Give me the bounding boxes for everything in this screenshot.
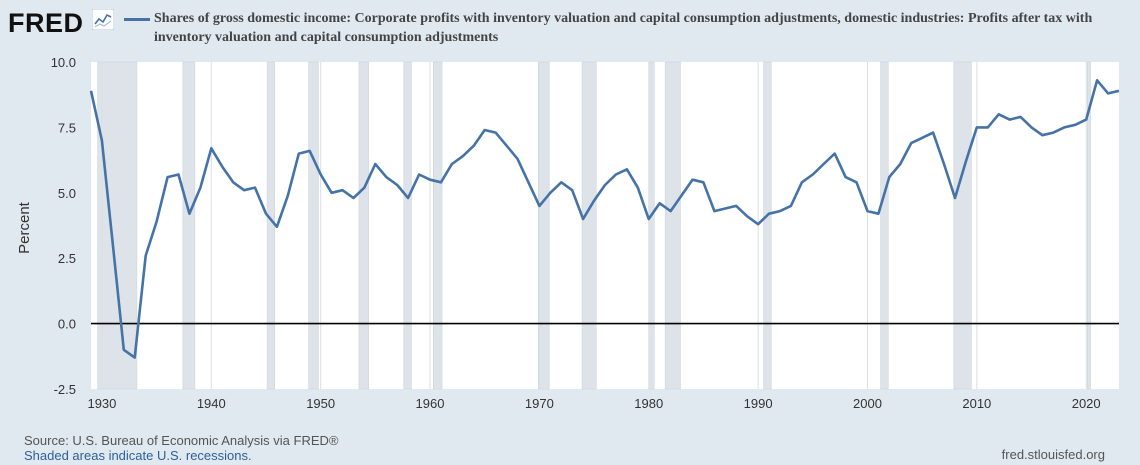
recession-band: [433, 61, 443, 390]
x-tick-label: 1950: [306, 396, 335, 411]
y-axis-tick-labels: -2.5 0.0 2.5 5.0 7.5 10.0: [51, 55, 76, 397]
recession-band: [182, 61, 196, 390]
recession-band: [403, 61, 412, 390]
x-tick-label: 1930: [87, 396, 116, 411]
recession-band: [97, 61, 138, 390]
x-axis-tick-labels: 1930 1940 1950 1960 1970 1980 1990 2000 2010 2020: [87, 396, 1100, 411]
chart-header: FRED Shares of gross domestic income: Co…: [0, 0, 1140, 56]
recession-band: [581, 61, 597, 390]
y-tick-label: 7.5: [58, 120, 76, 135]
series-line-profits[interactable]: [89, 79, 1120, 359]
legend-line-swatch: [124, 18, 150, 21]
recession-band: [538, 61, 550, 390]
x-tick-label: 1990: [744, 396, 773, 411]
recession-band: [763, 61, 772, 390]
source-note: Source: U.S. Bureau of Economic Analysis…: [24, 433, 339, 448]
x-tick-label: 1980: [634, 396, 663, 411]
trend-line-icon: [92, 9, 114, 30]
recession-shading: [97, 61, 1091, 390]
x-tick-label: 2020: [1072, 396, 1101, 411]
y-tick-label: 10.0: [51, 55, 76, 70]
fred-logo[interactable]: FRED: [8, 8, 84, 38]
y-tick-label: 5.0: [58, 186, 76, 201]
y-tick-label: 2.5: [58, 251, 76, 266]
recession-band: [880, 61, 889, 390]
recession-band: [1087, 61, 1091, 390]
x-tick-label: 2010: [962, 396, 991, 411]
recession-band: [664, 61, 681, 390]
recession-band: [648, 61, 655, 390]
recession-band: [953, 61, 972, 390]
plot-area: [91, 62, 1119, 389]
x-tick-label: 2000: [853, 396, 882, 411]
site-url[interactable]: fred.stlouisfed.org: [1001, 447, 1105, 462]
chart-footer-left: Source: U.S. Bureau of Economic Analysis…: [24, 433, 338, 463]
x-tick-label: 1960: [416, 396, 445, 411]
recession-band: [358, 61, 370, 390]
y-tick-label: -2.5: [54, 382, 76, 397]
series-title: Shares of gross domestic income: Corpora…: [154, 11, 1093, 45]
recession-band: [308, 61, 319, 390]
x-tick-label: 1970: [525, 396, 554, 411]
y-axis-label: Percent: [16, 201, 33, 254]
y-tick-label: 0.0: [58, 317, 76, 332]
recession-note[interactable]: Shaded areas indicate U.S. recessions.: [24, 448, 252, 463]
recession-band: [266, 61, 275, 390]
x-tick-label: 1940: [197, 396, 226, 411]
